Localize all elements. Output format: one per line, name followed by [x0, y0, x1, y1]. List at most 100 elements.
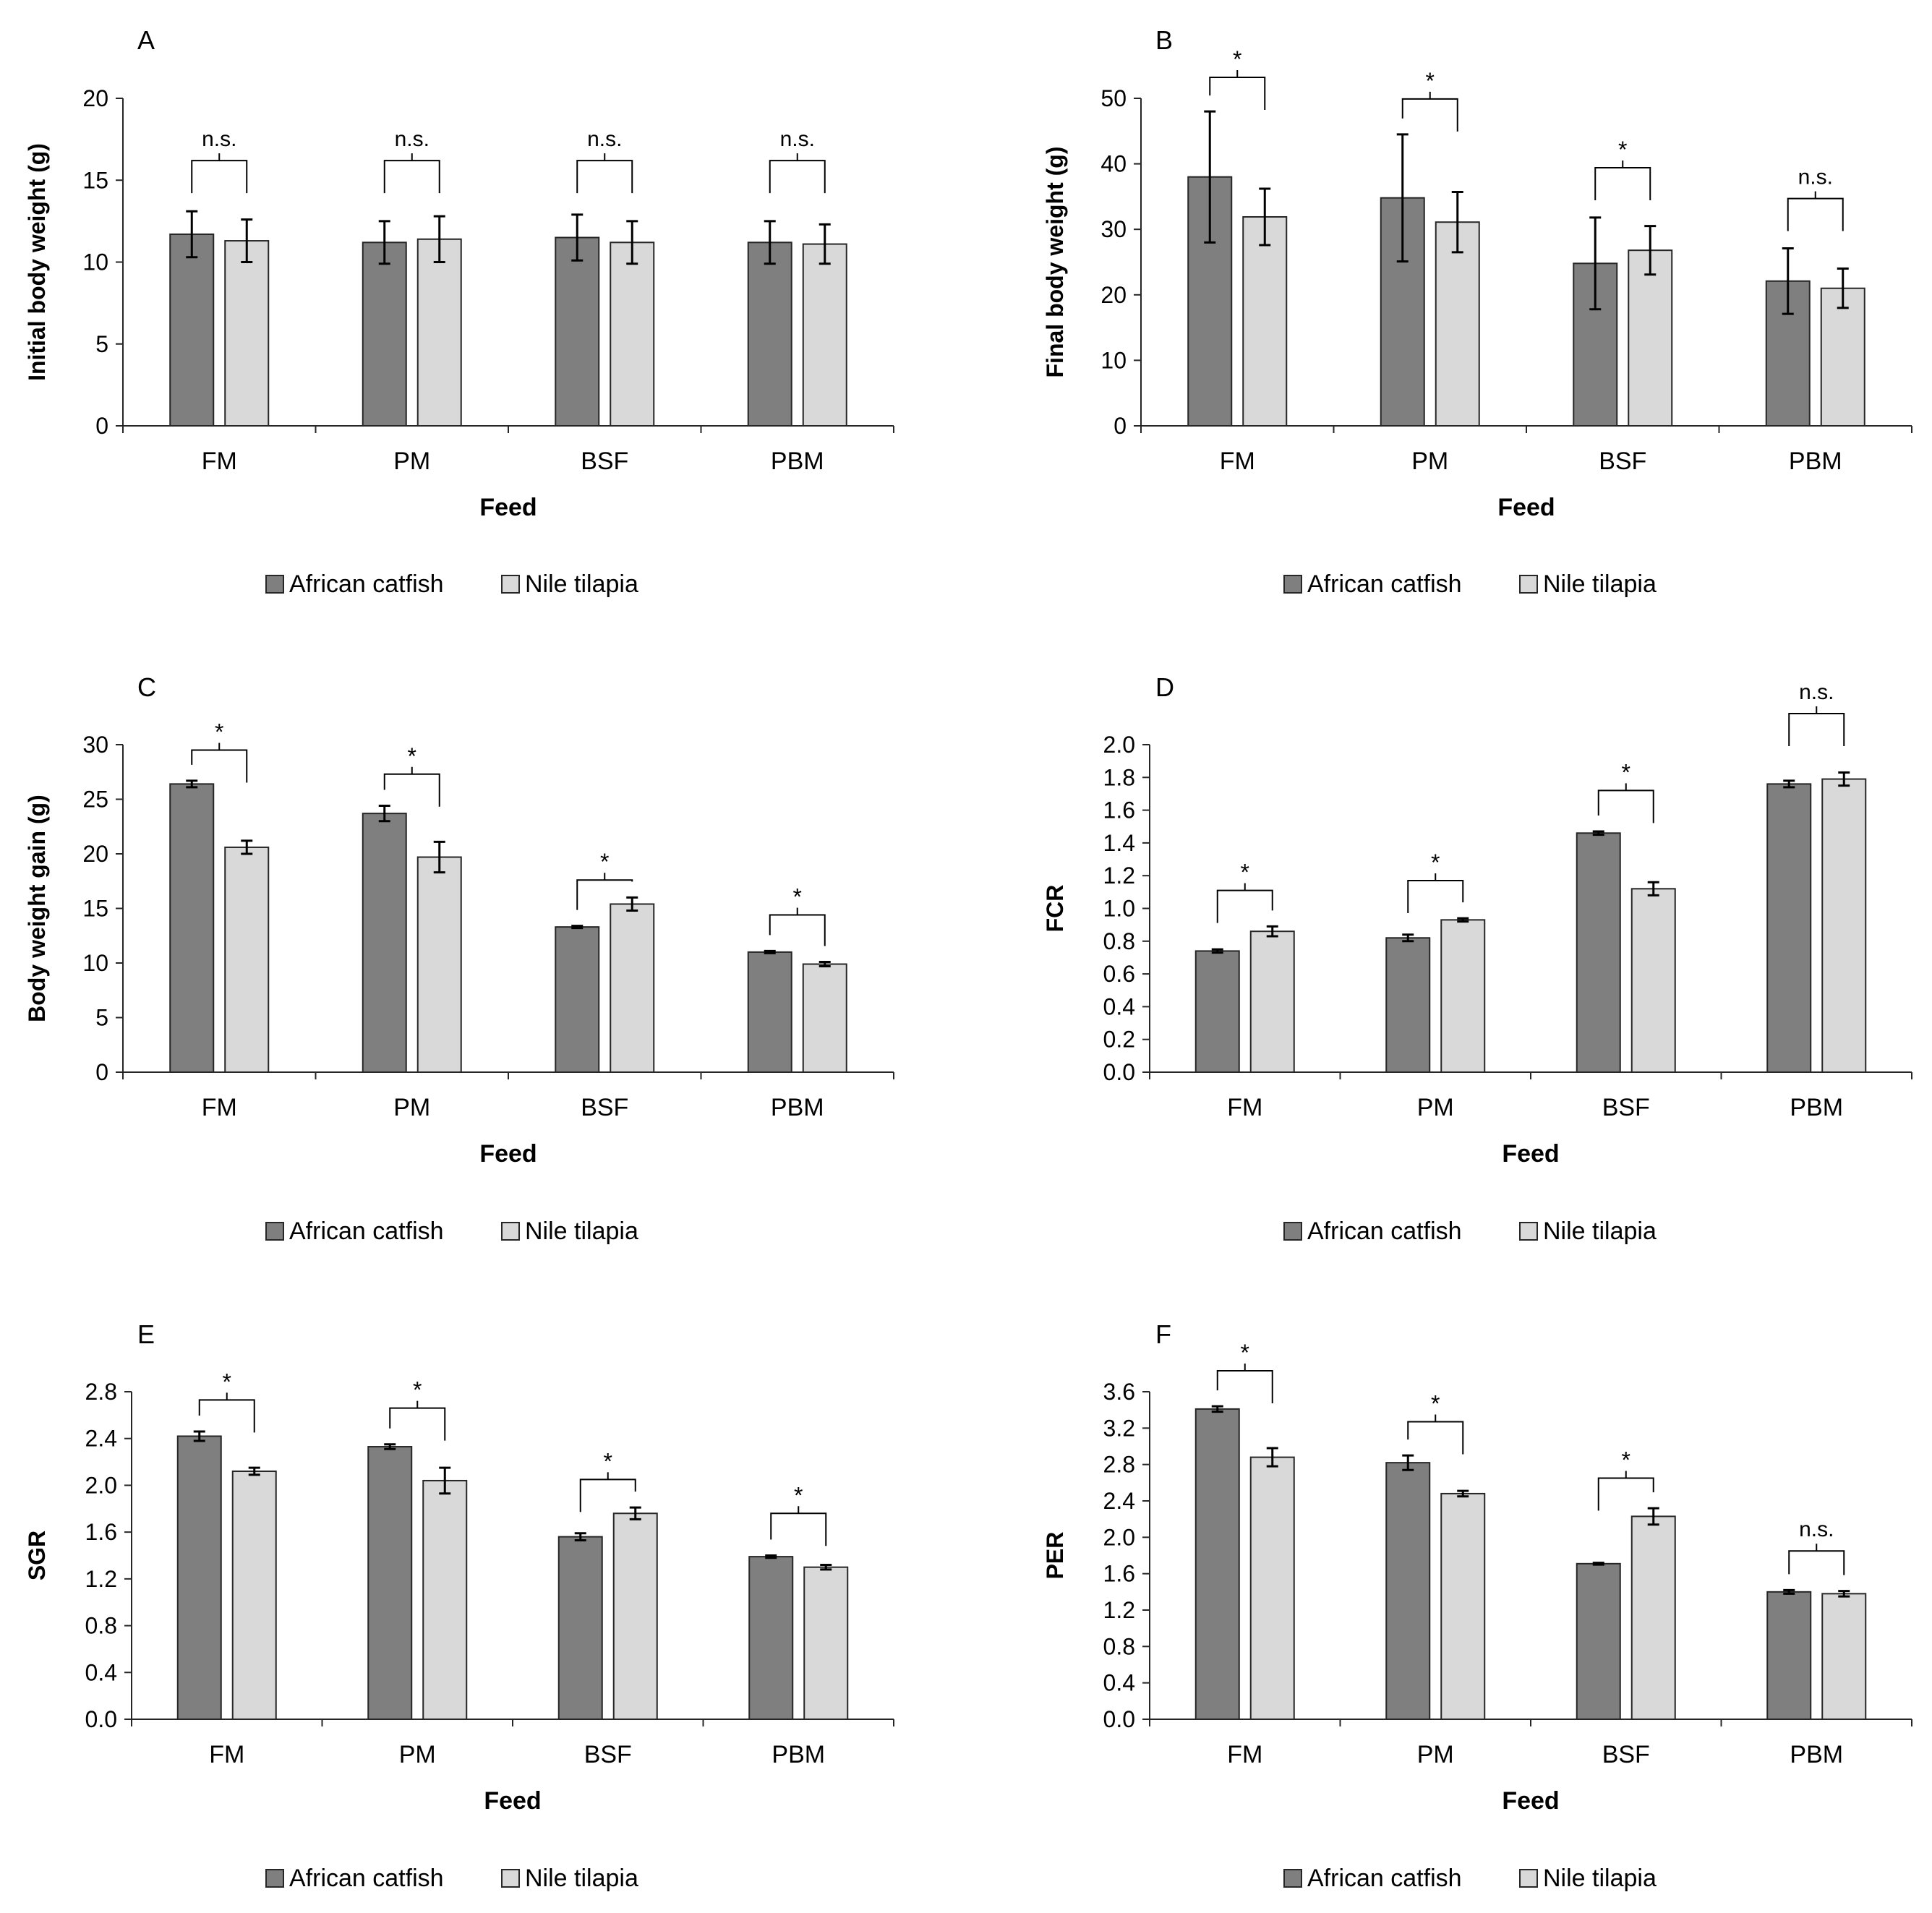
- significance-bracket: [383, 773, 440, 807]
- significance-label: n.s.: [202, 127, 236, 151]
- bar-nile-tilapia-bsf: [1630, 888, 1676, 1073]
- y-tick-label: 10: [82, 950, 108, 976]
- bar-african-catfish-pbm: [1765, 280, 1811, 427]
- y-tick-label: 3.6: [1103, 1379, 1135, 1405]
- y-tick-label: 1.2: [1103, 863, 1135, 889]
- significance-label: *: [1622, 759, 1630, 785]
- significance-label: *: [408, 743, 416, 769]
- bar-nile-tilapia-fm: [1249, 930, 1295, 1073]
- x-tick-label: PM: [393, 448, 430, 475]
- bar-african-catfish-pm: [1385, 1462, 1431, 1721]
- x-tick-label: BSF: [584, 1741, 632, 1768]
- significance-bracket: [191, 749, 248, 783]
- y-tick-label: 2.0: [85, 1472, 117, 1498]
- x-tick-label: BSF: [1599, 448, 1646, 475]
- y-tick-label: 0.0: [1103, 1059, 1135, 1085]
- legend-label-nile-tilapia: Nile tilapia: [525, 1217, 638, 1245]
- significance-bracket: [1407, 879, 1464, 913]
- x-tick-label: PBM: [771, 1094, 824, 1121]
- chart-panel-d: D 0.0 0.2 0.4 0.6 0.8 1.0 1.2 1.4 1.6 1.8 2.0 * FM * PM…: [1042, 672, 1912, 1245]
- significance-bracket: [576, 160, 633, 194]
- x-tick-label: BSF: [1602, 1094, 1650, 1121]
- legend-swatch-nile-tilapia: [1519, 575, 1538, 594]
- y-axis-title: PER: [1042, 1532, 1068, 1580]
- y-tick-label: 0.0: [1103, 1706, 1135, 1732]
- y-tick-label: 1.0: [1103, 896, 1135, 922]
- bar-nile-tilapia-pbm: [803, 1566, 849, 1720]
- chart-panel-e: E 0.0 0.4 0.8 1.2 1.6 2.0 2.4 2.8 * FM * PM * BSF * PBM F…: [24, 1319, 894, 1892]
- y-tick-label: 3.2: [1103, 1415, 1135, 1441]
- y-tick-label: 50: [1100, 85, 1127, 111]
- significance-bracket: [769, 160, 826, 194]
- y-tick-label: 40: [1100, 151, 1127, 177]
- legend-label-african-catfish: African catfish: [289, 1217, 444, 1245]
- bar-nile-tilapia-fm: [1249, 1456, 1295, 1720]
- significance-label: n.s.: [780, 127, 815, 151]
- x-tick-label: PBM: [771, 1741, 825, 1768]
- significance-label: *: [604, 1448, 612, 1474]
- bar-nile-tilapia-pbm: [802, 963, 847, 1074]
- legend: African catfish Nile tilapia: [265, 570, 638, 598]
- significance-bracket: [1209, 77, 1266, 111]
- significance-label: n.s.: [587, 127, 622, 151]
- x-axis-title: Feed: [1497, 494, 1555, 521]
- chart-panel-f: F 0.0 0.4 0.8 1.2 1.6 2.0 2.4 2.8 3.2 3.6 * FM * PM * BS…: [1042, 1319, 1912, 1892]
- bar-african-catfish-pm: [1385, 937, 1431, 1074]
- x-tick-label: FM: [209, 1741, 244, 1768]
- x-tick-label: PM: [1411, 448, 1448, 475]
- panel-letter: D: [1155, 672, 1174, 702]
- x-tick-label: PBM: [1789, 448, 1842, 475]
- legend-swatch-nile-tilapia: [501, 1869, 520, 1888]
- significance-bracket: [1787, 197, 1844, 231]
- legend: African catfish Nile tilapia: [1283, 570, 1657, 598]
- significance-bracket: [1594, 167, 1651, 201]
- y-axis-title: SGR: [24, 1531, 50, 1580]
- legend-swatch-african-catfish: [1283, 575, 1302, 594]
- bar-african-catfish-pbm: [747, 951, 792, 1074]
- y-tick-label: 0.6: [1103, 961, 1135, 987]
- y-tick-label: 0.2: [1103, 1027, 1135, 1053]
- x-tick-label: PM: [393, 1094, 430, 1121]
- x-tick-label: FM: [202, 1094, 237, 1121]
- bar-nile-tilapia-bsf: [1628, 249, 1673, 427]
- x-tick-label: FM: [1220, 448, 1255, 475]
- y-tick-label: 0: [1114, 413, 1127, 439]
- bar-nile-tilapia-pbm: [1821, 1593, 1867, 1721]
- significance-label: *: [1431, 849, 1440, 876]
- legend: African catfish Nile tilapia: [1283, 1865, 1657, 1892]
- y-tick-label: 0.8: [1103, 928, 1135, 954]
- legend-label-african-catfish: African catfish: [1307, 570, 1462, 598]
- significance-label: *: [413, 1377, 422, 1403]
- y-tick-label: 1.8: [1103, 764, 1135, 790]
- significance-bracket: [198, 1399, 255, 1433]
- y-axis-title: Body weight gain (g): [24, 795, 50, 1022]
- legend: African catfish Nile tilapia: [265, 1217, 638, 1245]
- bar-african-catfish-pbm: [747, 241, 792, 427]
- significance-label: *: [1233, 46, 1241, 72]
- legend-label-african-catfish: African catfish: [289, 1865, 444, 1892]
- panel-letter: F: [1155, 1319, 1171, 1349]
- legend-label-african-catfish: African catfish: [1307, 1865, 1462, 1892]
- legend-swatch-african-catfish: [1283, 1869, 1302, 1888]
- y-tick-label: 25: [82, 787, 108, 813]
- panel-letter: B: [1155, 25, 1173, 55]
- chart-panel-c: C 0 5 10 15 20 25 30 * FM * PM * BSF * PBM Feed Body weig…: [24, 672, 894, 1245]
- legend-swatch-african-catfish: [265, 1869, 284, 1888]
- y-tick-label: 0: [95, 413, 108, 439]
- y-tick-label: 0.4: [1103, 1670, 1135, 1696]
- y-tick-label: 30: [1100, 216, 1127, 242]
- y-tick-label: 0.8: [85, 1613, 117, 1639]
- significance-label: *: [223, 1369, 231, 1395]
- y-tick-label: 10: [82, 249, 108, 275]
- x-axis-title: Feed: [479, 1140, 537, 1168]
- x-tick-label: BSF: [581, 1094, 628, 1121]
- bar-nile-tilapia-bsf: [1630, 1515, 1676, 1720]
- bar-nile-tilapia-bsf: [610, 241, 655, 427]
- legend-label-nile-tilapia: Nile tilapia: [1543, 570, 1657, 598]
- y-tick-label: 15: [82, 896, 108, 922]
- y-tick-label: 0.0: [85, 1706, 117, 1732]
- bar-african-catfish-pbm: [1766, 783, 1812, 1073]
- legend-swatch-nile-tilapia: [1519, 1222, 1538, 1241]
- bar-african-catfish-fm: [169, 783, 215, 1073]
